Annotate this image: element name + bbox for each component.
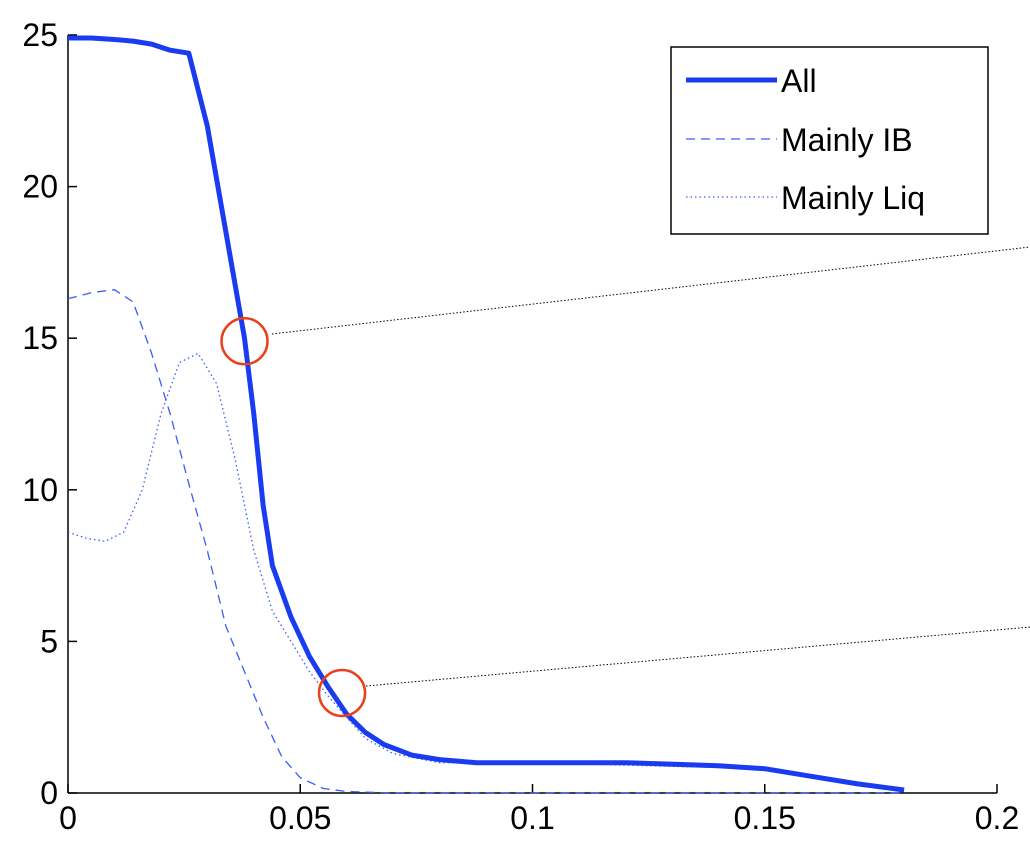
- series-line-mainly-ib: [67, 289, 905, 794]
- y-tick-label: 25: [22, 17, 58, 53]
- x-tick-label: 0.2: [975, 800, 1019, 836]
- x-tick-label: 0.15: [734, 800, 796, 836]
- y-tick-label: 15: [22, 320, 58, 356]
- legend-label: Mainly IB: [781, 122, 913, 158]
- legend-label: All: [781, 63, 817, 99]
- legend-label: Mainly Liq: [781, 180, 925, 216]
- x-tick-label: 0.05: [269, 800, 331, 836]
- series-line-mainly-liq: [67, 352, 905, 791]
- y-tick-label: 20: [22, 169, 58, 205]
- x-tick-label: 0.1: [510, 800, 554, 836]
- y-tick-label: 5: [40, 623, 58, 659]
- annotation-circle: [220, 316, 269, 366]
- legend: All Mainly IB Mainly Liq: [670, 46, 989, 235]
- series-lines: [67, 35, 905, 794]
- x-ticks: 0 0.05 0.1 0.15 0.2: [59, 784, 1019, 836]
- y-tick-label: 0: [40, 775, 58, 811]
- annotation-circle: [317, 668, 367, 718]
- leader-line-lower: [365, 626, 1030, 687]
- series-line-all: [68, 35, 905, 793]
- annotations: [220, 316, 367, 718]
- leader-line-upper: [271, 246, 1030, 335]
- x-tick-label: 0: [59, 800, 77, 836]
- y-ticks: 0 5 10 15 20 25: [22, 17, 77, 811]
- y-tick-label: 10: [22, 472, 58, 508]
